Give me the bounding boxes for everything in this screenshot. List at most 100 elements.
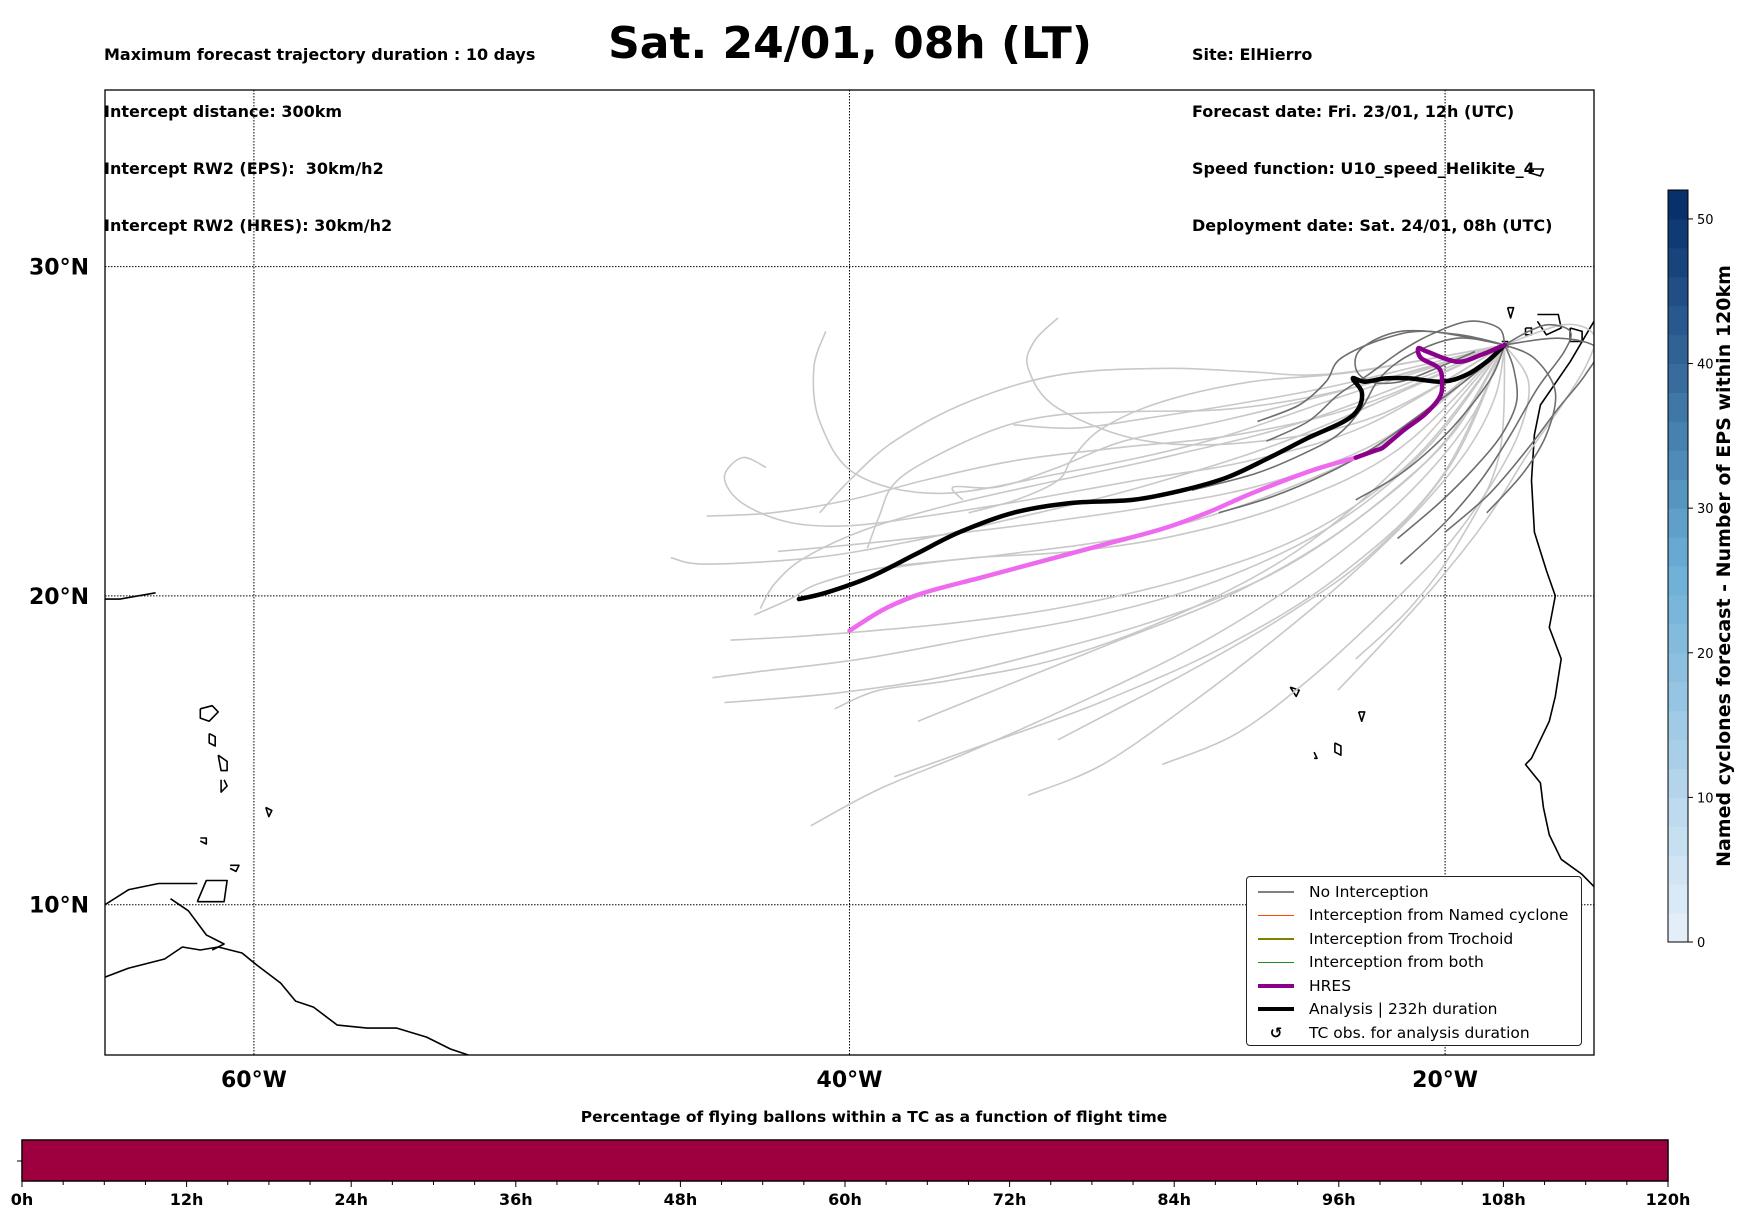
line-icon [1258,983,1294,988]
colorbar-level [1668,305,1688,336]
colorbar-level [1668,392,1688,422]
timeline-tick-label: 96h [1322,1190,1356,1209]
info-intercept-hres: Intercept RW2 (HRES): 30km/h2 [104,216,393,235]
info-forecast-date: Forecast date: Fri. 23/01, 12h (UTC) [1192,102,1515,121]
line-icon [1258,961,1294,963]
ensemble-track [1444,337,1594,533]
timeline-tick-label: 108h [1481,1190,1526,1209]
coastline-guadeloupe [199,704,219,722]
legend-label: TC obs. for analysis duration [1309,1023,1530,1042]
ensemble-track [1013,344,1505,430]
ensemble-track [706,344,1506,517]
ensemble-track [810,344,1506,827]
colorbar-level [1668,218,1688,249]
ensemble-tracks-light [670,317,1594,827]
coastlines [105,168,1594,1055]
ensemble-track [723,344,1506,527]
colorbar-tick-label: 40 [1697,358,1714,373]
lat-tick-label: 20°N [29,585,89,610]
colorbar-frame [1667,189,1689,943]
colorbar-level [1668,566,1688,596]
timeline-tick-label: 120h [1646,1190,1691,1209]
legend-label: Interception from Named cyclone [1309,906,1569,925]
coastline-st-lucia [220,779,228,793]
timeline-tick-label: 12h [170,1190,204,1209]
ensemble-track [812,331,1505,495]
timeline-tick-label: 24h [334,1190,368,1209]
colorbar-level [1668,334,1688,365]
legend-label: No Interception [1309,882,1429,901]
trajectory-parameters: Maximum forecast trajectory duration : 1… [104,7,535,254]
colorbar-level [1668,739,1688,769]
legend-swatch [1253,961,1299,963]
info-speed-function: Speed function: U10_speed_Helikite_4 [1192,159,1535,178]
ensemble-track [1396,344,1519,540]
ensemble-track [1266,320,1506,442]
coastline-africa-coast [1524,320,1594,888]
hres-track-early [1353,342,1507,460]
line-icon [1258,914,1294,916]
timeline-fill [21,1139,1669,1182]
colorbar-level [1668,855,1688,885]
lon-tick-label: 20°W [1412,1068,1478,1093]
hres-track-late [847,455,1359,633]
coastline-martinique [217,754,228,772]
ensemble-track [951,344,1505,501]
ensemble-track [834,344,1506,710]
legend-swatch [1253,891,1299,893]
colorbar-level [1668,537,1688,567]
ensemble-track [753,344,1506,616]
ensemble-track [917,344,1506,722]
colorbar-level [1668,363,1688,393]
ensemble-track [670,344,1506,565]
line-icon [1258,938,1294,940]
colorbar-level [1668,421,1688,451]
forecast-metadata: Site: ElHierro Forecast date: Fri. 23/01… [1192,7,1552,254]
colorbar: 0 10 20 30 40 50 [1667,189,1714,951]
timeline-tick-label: 72h [993,1190,1027,1209]
page-title: Sat. 24/01, 08h (LT) [608,18,1092,69]
analysis-track [796,342,1507,602]
ensemble-track [1057,344,1506,741]
coastline-cuba-tip [105,592,156,600]
ensemble-track [1337,323,1594,691]
legend-item-trochoid: Interception from Trochoid [1247,927,1581,951]
legend-swatch [1253,938,1299,940]
legend-label: Interception from Trochoid [1309,929,1514,948]
ensemble-track [1355,344,1506,501]
ensemble-track [712,344,1506,679]
colorbar-tick-label: 0 [1697,936,1705,951]
colorbar-level [1668,884,1688,914]
timeline-tick-label: 48h [664,1190,698,1209]
colorbar-tick-label: 50 [1697,213,1714,228]
ensemble-track [819,344,1505,514]
main-tracks [796,342,1507,633]
lat-tick-label: 10°N [29,894,89,919]
tc-percentage-timeline: 0h 12h 24h 36h 48h 60h 72h 84h 96h 108h 120h [11,1139,1691,1209]
colorbar-tick-label: 20 [1697,647,1714,662]
info-site: Site: ElHierro [1192,45,1313,64]
legend-label: Interception from both [1309,953,1484,972]
legend-item-no-interception: No Interception [1247,880,1581,904]
coastline-la-palma [1506,306,1515,319]
info-deployment-date: Deployment date: Sat. 24/01, 08h (UTC) [1192,216,1553,235]
info-intercept-eps: Intercept RW2 (EPS): 30km/h2 [104,159,384,178]
colorbar-label: Named cyclones forecast - Number of EPS … [1713,265,1735,867]
colorbar-level [1668,913,1688,943]
line-icon [1258,1007,1294,1012]
legend-swatch: ↺ [1253,1024,1299,1042]
colorbar-level [1668,190,1688,220]
colorbar-level [1668,652,1688,683]
coastline-paria [170,898,225,951]
timeline-tick-label: 36h [499,1190,533,1209]
legend-swatch [1253,914,1299,916]
ensemble-track [730,344,1506,641]
legend-item-named-cyclone: Interception from Named cyclone [1247,904,1581,928]
info-max-duration: Maximum forecast trajectory duration : 1… [104,45,536,64]
line-icon [1258,891,1294,893]
ensemble-track [759,344,1505,609]
legend-label: HRES [1309,976,1352,995]
colorbar-level [1668,247,1688,278]
coastline-grenada [199,837,208,845]
